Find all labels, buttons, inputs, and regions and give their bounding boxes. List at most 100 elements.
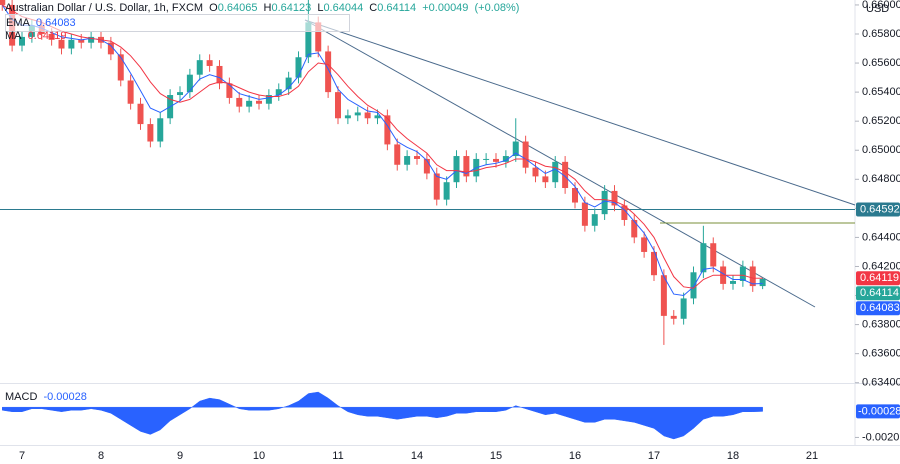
ohlc-value: 0.64123 bbox=[271, 2, 312, 14]
candle-body bbox=[522, 141, 529, 168]
x-tick-label: 15 bbox=[490, 450, 502, 462]
trend-line bbox=[304, 19, 816, 308]
candle-body bbox=[680, 298, 687, 319]
price-tag bbox=[856, 404, 900, 419]
candle-body bbox=[453, 156, 460, 183]
candle-body bbox=[690, 272, 697, 299]
candle-body bbox=[443, 182, 450, 200]
price-tag-label: -0.00028 bbox=[858, 405, 900, 417]
symbol-title: Australian Dollar / U.S. Dollar, 1h, FXC… bbox=[5, 2, 204, 14]
candle-body bbox=[749, 266, 756, 287]
candle-body bbox=[265, 95, 272, 104]
x-tick-label: 7 bbox=[19, 450, 25, 462]
y-tick-label: 0.65400 bbox=[862, 86, 900, 98]
candle-body bbox=[611, 190, 618, 206]
indicator-name: MA bbox=[5, 30, 22, 42]
candle-body bbox=[196, 60, 203, 75]
candle-body bbox=[394, 144, 401, 165]
indicator-line bbox=[1, 4, 763, 297]
ohlc-label: L bbox=[317, 2, 324, 14]
candle-body bbox=[463, 156, 470, 177]
candle-body bbox=[177, 92, 183, 96]
ohlc-label: H bbox=[263, 2, 272, 14]
price-tag bbox=[856, 286, 900, 301]
price-tag-label: 0.64114 bbox=[860, 287, 899, 299]
ohlc-label: O bbox=[209, 2, 218, 14]
candle-body bbox=[739, 266, 746, 282]
candle-body bbox=[58, 39, 65, 49]
candle-body bbox=[147, 124, 154, 142]
ohlc-value: 0.64044 bbox=[323, 2, 364, 14]
candle-body bbox=[700, 243, 707, 273]
candle-body bbox=[552, 161, 559, 183]
y-tick-label: 0.63600 bbox=[862, 348, 900, 360]
candle-body bbox=[325, 51, 332, 93]
candle-body bbox=[256, 100, 262, 104]
candle-body bbox=[275, 89, 282, 96]
x-tick-label: 8 bbox=[98, 450, 104, 462]
candle-body bbox=[641, 237, 648, 252]
x-tick-label: 16 bbox=[569, 450, 581, 462]
candle-body bbox=[601, 190, 608, 215]
x-tick-label: 17 bbox=[648, 450, 660, 462]
candle-body bbox=[48, 33, 55, 40]
price-tag bbox=[856, 271, 900, 286]
indicator-legend: MA 0.64119 bbox=[5, 28, 70, 44]
y-tick-label: 0.64400 bbox=[862, 231, 900, 243]
candle-body bbox=[107, 42, 114, 55]
y-tick-label: 0.63400 bbox=[862, 377, 900, 389]
candle-body bbox=[414, 156, 420, 159]
x-tick-label: 9 bbox=[177, 450, 183, 462]
candle-body bbox=[127, 80, 134, 104]
y-tick-label: 0.65000 bbox=[862, 144, 900, 156]
ohlc-value: 0.64114 bbox=[377, 2, 417, 14]
y-tick-label: 0.65800 bbox=[862, 28, 900, 40]
candle-body bbox=[186, 74, 193, 93]
candle-body bbox=[137, 103, 144, 125]
x-tick-label: 11 bbox=[332, 450, 343, 462]
candle-body bbox=[157, 118, 164, 142]
macd-tick-label: -0.0020 bbox=[862, 431, 899, 443]
change: +0.00049 bbox=[422, 2, 469, 14]
candle-body bbox=[206, 60, 213, 66]
candle-body bbox=[423, 158, 430, 174]
x-tick-label: 18 bbox=[727, 450, 739, 462]
candle-body bbox=[0, 0, 6, 5]
price-tag-label: 0.64119 bbox=[860, 272, 899, 284]
candle-body bbox=[236, 97, 243, 107]
y-tick-label: 0.64800 bbox=[862, 173, 900, 185]
candle-body bbox=[117, 54, 124, 81]
candle-body bbox=[354, 112, 361, 116]
x-tick-label: 21 bbox=[806, 450, 818, 462]
y-tick-label: 0.64200 bbox=[862, 260, 900, 272]
y-tick-label: 0.65600 bbox=[862, 57, 900, 69]
macd-legend: MACD -0.00028 bbox=[5, 389, 90, 405]
macd-area bbox=[2, 391, 763, 440]
symbol-header: Australian Dollar / U.S. Dollar, 1h, FXC… bbox=[5, 0, 522, 16]
candle-body bbox=[759, 278, 766, 287]
change-pct: (+0.08%) bbox=[474, 2, 520, 14]
candle-body bbox=[295, 57, 302, 78]
candle-body bbox=[493, 158, 499, 162]
indicator-value: 0.64083 bbox=[35, 17, 76, 29]
indicator-line bbox=[1, 4, 763, 289]
candle-body bbox=[512, 141, 519, 157]
indicator-value: -0.00028 bbox=[43, 391, 87, 403]
candle-body bbox=[364, 112, 371, 119]
candle-body bbox=[730, 281, 736, 284]
price-axis-bg bbox=[855, 0, 900, 464]
candle-body bbox=[374, 115, 381, 119]
candle-body bbox=[88, 36, 95, 43]
candle-body bbox=[542, 176, 549, 183]
candle-body bbox=[670, 315, 677, 319]
indicator-value: 0.64119 bbox=[27, 30, 67, 42]
candle-body bbox=[285, 77, 292, 90]
candle-body bbox=[216, 65, 223, 84]
currency-label: USD bbox=[866, 3, 889, 15]
candle-body bbox=[384, 115, 391, 145]
price-tag-label: 0.64592 bbox=[860, 203, 900, 215]
candle-body bbox=[226, 83, 233, 98]
price-tag-label: 0.64083 bbox=[860, 302, 900, 314]
